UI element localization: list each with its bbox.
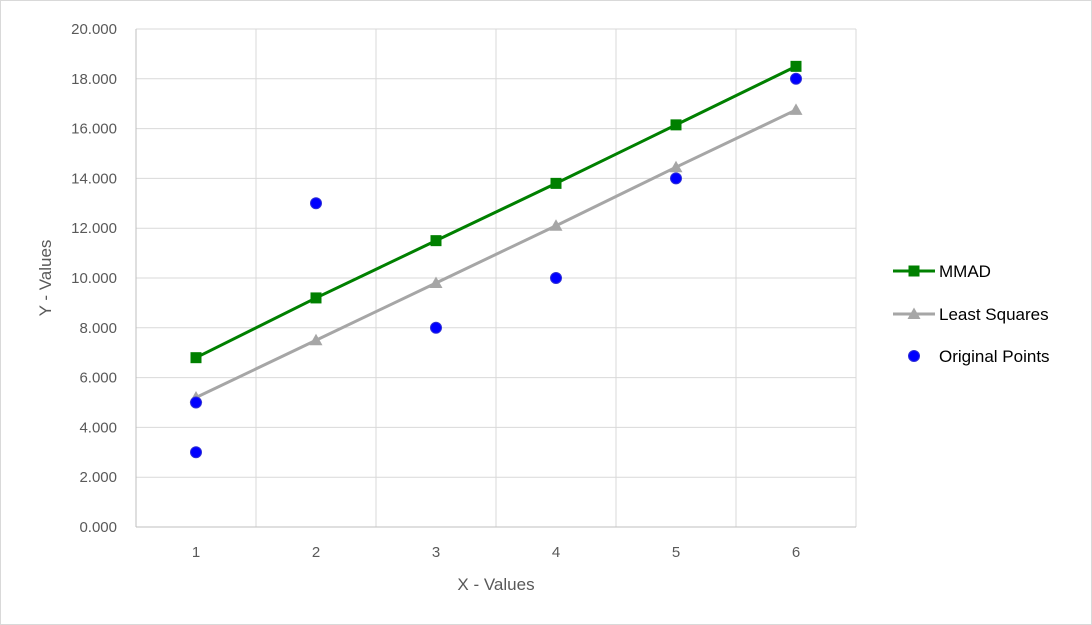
x-tick-label: 6 — [792, 544, 800, 561]
data-point — [670, 119, 682, 131]
legend-marker — [908, 350, 920, 362]
series-least-squares — [189, 103, 803, 403]
axes — [135, 29, 856, 528]
x-axis-title: X - Values — [457, 575, 534, 594]
data-point — [309, 333, 323, 346]
data-point — [550, 177, 562, 189]
series-original-points — [190, 72, 802, 459]
data-point — [789, 103, 803, 115]
data-point — [429, 276, 443, 288]
y-tick-label: 10.000 — [71, 270, 117, 287]
y-tick-label: 14.000 — [71, 170, 117, 187]
x-tick-label: 2 — [312, 544, 320, 561]
y-tick-label: 18.000 — [71, 71, 117, 88]
y-tick-label: 6.000 — [79, 370, 117, 387]
y-tick-label: 8.000 — [79, 320, 117, 337]
data-point — [790, 72, 802, 85]
y-tick-label: 16.000 — [71, 121, 117, 138]
legend-marker — [908, 265, 920, 277]
series-mmad — [190, 60, 802, 364]
data-point — [190, 396, 202, 409]
y-tick-label: 2.000 — [79, 469, 117, 486]
gridlines — [135, 28, 857, 527]
data-point — [310, 292, 322, 304]
legend: MMAD Least Squares Original Points — [893, 262, 1050, 366]
x-tick-label: 4 — [552, 544, 560, 561]
data-point — [310, 197, 322, 210]
data-point — [190, 446, 202, 459]
legend-entry: Least Squares — [893, 305, 1049, 324]
data-point — [549, 219, 563, 231]
y-tick-label: 4.000 — [79, 419, 117, 436]
legend-label: MMAD — [939, 262, 991, 281]
data-point — [669, 160, 683, 173]
data-point — [790, 60, 802, 72]
legend-entry: MMAD — [893, 262, 991, 281]
data-point — [670, 172, 682, 185]
data-point — [430, 235, 442, 247]
legend-entry: Original Points — [908, 347, 1050, 366]
y-tick-label: 12.000 — [71, 220, 117, 237]
y-tick-label: 0.000 — [79, 519, 117, 536]
legend-label: Least Squares — [939, 305, 1049, 324]
x-tick-label: 1 — [192, 544, 200, 561]
legend-label: Original Points — [939, 347, 1050, 366]
series-line — [195, 65, 797, 360]
x-tick-label: 3 — [432, 544, 440, 561]
legend-marker — [907, 307, 921, 319]
tick-labels: 0.000 2.000 4.000 6.000 8.000 10.000 12.000 14.… — [71, 21, 800, 561]
y-tick-label: 20.000 — [71, 21, 117, 38]
x-tick-label: 5 — [672, 544, 680, 561]
data-point — [190, 352, 202, 364]
data-point — [550, 272, 562, 284]
plot-area-series — [189, 60, 803, 459]
series-line — [195, 108, 797, 399]
y-axis-title: Y - Values — [36, 240, 55, 317]
data-point — [430, 321, 442, 334]
